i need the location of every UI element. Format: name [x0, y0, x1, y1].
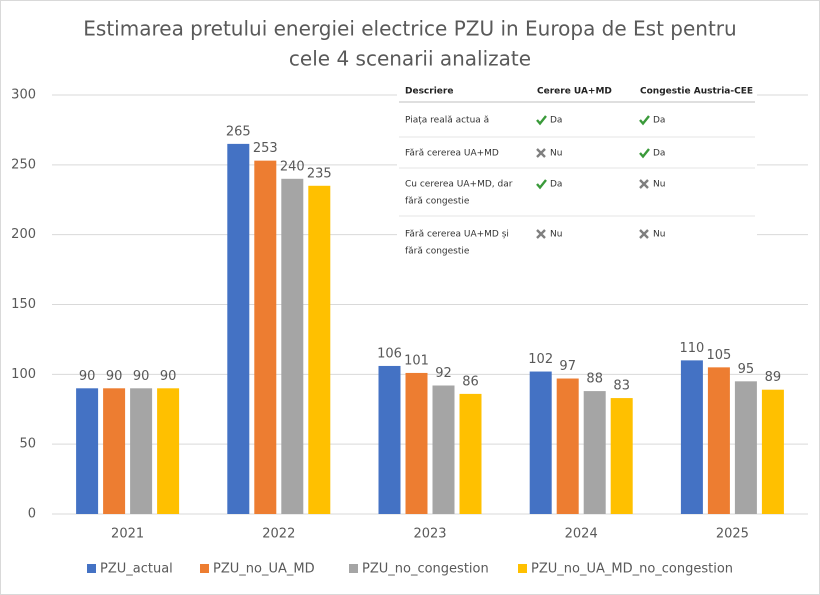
- bar: [405, 372, 428, 514]
- data-label: 90: [133, 369, 150, 384]
- bar: [308, 185, 331, 515]
- data-label: 235: [307, 166, 332, 181]
- y-tick-label: 250: [11, 157, 36, 172]
- legend-swatch: [87, 564, 96, 573]
- bar: [734, 381, 757, 514]
- legend-swatch: [518, 564, 527, 573]
- bar: [254, 160, 277, 515]
- legend-label: PZU_no_UA_MD: [213, 562, 315, 577]
- table-header: Cerere UA+MD: [537, 87, 612, 97]
- table-cell: Nu: [653, 230, 665, 240]
- bar: [459, 393, 482, 514]
- data-label: 105: [706, 348, 731, 363]
- legend-label: PZU_no_UA_MD_no_congestion: [531, 562, 733, 577]
- table-header: Descriere: [405, 87, 453, 97]
- data-label: 90: [106, 369, 123, 384]
- bar: [707, 367, 730, 514]
- y-tick-label: 300: [11, 88, 36, 103]
- bar: [130, 388, 153, 514]
- data-label: 88: [586, 372, 603, 387]
- data-label: 106: [377, 346, 402, 361]
- bar: [227, 143, 250, 514]
- table-cell: Fără cererea UA+MD și: [405, 230, 509, 240]
- legend-swatch: [200, 564, 209, 573]
- cross-icon: [639, 229, 649, 239]
- bar: [103, 388, 126, 514]
- check-icon: [536, 179, 547, 190]
- data-label: 265: [226, 124, 251, 139]
- legend-label: PZU_no_congestion: [362, 562, 489, 577]
- table-cell: Da: [550, 116, 562, 126]
- data-label: 110: [679, 341, 704, 356]
- data-label: 97: [559, 359, 576, 374]
- table-cell: Da: [653, 116, 665, 126]
- table-cell: Nu: [550, 230, 562, 240]
- data-label: 253: [253, 141, 278, 156]
- y-tick-label: 150: [11, 297, 36, 312]
- data-label: 83: [613, 379, 630, 394]
- y-tick-label: 0: [28, 507, 36, 522]
- table-cell: Da: [550, 180, 562, 190]
- data-label: 89: [765, 370, 782, 385]
- x-tick-label: 2021: [111, 527, 144, 542]
- table-header: Congestie Austria-CEE: [640, 87, 753, 97]
- cross-icon: [639, 179, 649, 189]
- cross-icon: [536, 229, 546, 239]
- legend-swatch: [349, 564, 358, 573]
- data-label: 240: [280, 159, 305, 174]
- table-cell: Piața reală actua ă: [405, 116, 489, 126]
- data-label: 92: [435, 366, 452, 381]
- x-tick-label: 2024: [565, 527, 598, 542]
- x-tick-label: 2025: [716, 527, 749, 542]
- y-tick-label: 200: [11, 227, 36, 242]
- data-label: 90: [160, 369, 177, 384]
- y-tick-label: 100: [11, 367, 36, 382]
- bar: [529, 371, 552, 514]
- data-label: 86: [462, 374, 479, 389]
- table-background: [397, 80, 757, 270]
- legend-label: PZU_actual: [100, 562, 173, 577]
- bar: [281, 178, 304, 515]
- bar: [610, 398, 633, 514]
- data-label: 95: [738, 362, 755, 377]
- x-tick-label: 2022: [262, 527, 295, 542]
- cross-icon: [536, 148, 546, 158]
- check-icon: [639, 115, 650, 126]
- bar: [76, 388, 99, 514]
- check-icon: [639, 148, 650, 159]
- table-cell: Fără cererea UA+MD: [405, 149, 499, 159]
- x-tick-label: 2023: [413, 527, 446, 542]
- table-cell: Da: [653, 149, 665, 159]
- bar: [583, 391, 606, 514]
- table-cell: Nu: [653, 180, 665, 190]
- table-cell: Cu cererea UA+MD, dar: [405, 180, 513, 190]
- chart-title: cele 4 scenarii analizate: [289, 47, 531, 71]
- bar: [378, 365, 401, 514]
- bar: [157, 388, 180, 514]
- chart-title: Estimarea pretului energiei electrice PZ…: [83, 17, 736, 41]
- check-icon: [536, 115, 547, 126]
- data-label: 101: [404, 353, 429, 368]
- table-cell: Nu: [550, 149, 562, 159]
- table-cell: fără congestie: [405, 197, 470, 207]
- data-label: 102: [528, 352, 553, 367]
- table-cell: fără congestie: [405, 247, 470, 257]
- bar: [556, 378, 579, 514]
- y-tick-label: 50: [19, 437, 36, 452]
- bar: [761, 389, 784, 514]
- bar: [680, 360, 703, 514]
- data-label: 90: [79, 369, 96, 384]
- bar: [432, 385, 455, 514]
